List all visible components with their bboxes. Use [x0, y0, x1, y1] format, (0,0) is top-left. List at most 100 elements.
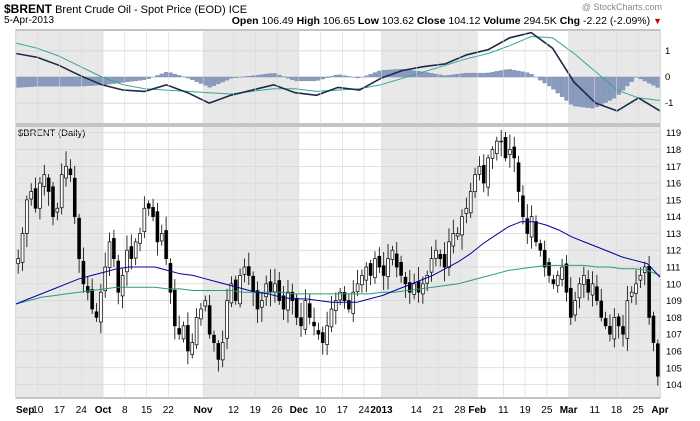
candle	[551, 274, 556, 289]
candle	[390, 245, 395, 266]
candle-body	[181, 325, 186, 340]
candle	[560, 258, 564, 287]
candle-body	[260, 300, 264, 308]
macd-histogram-bar	[177, 75, 182, 78]
price-tick-label: 118	[666, 145, 681, 156]
candle-body	[286, 291, 290, 311]
candle-body	[142, 207, 147, 232]
candle-body	[25, 199, 29, 234]
x-tick-label: 12	[228, 405, 240, 416]
candle-body	[312, 321, 316, 327]
macd-histogram-bar	[329, 76, 334, 78]
macd-histogram-bar	[342, 75, 347, 78]
candle	[381, 251, 386, 290]
symbol-label: $BRENT	[4, 2, 53, 16]
macd-histogram-bar	[377, 70, 382, 78]
candle	[386, 244, 390, 290]
candle	[103, 252, 107, 298]
candle-body	[386, 258, 390, 277]
macd-histogram-bar	[203, 76, 208, 86]
candle	[146, 200, 151, 216]
macd-histogram-bar	[468, 72, 473, 78]
candle	[603, 311, 608, 330]
candle-body	[46, 177, 51, 192]
price-tick-label: 107	[666, 330, 682, 341]
candle	[477, 156, 482, 181]
x-tick-label: Dec	[290, 405, 309, 416]
x-tick-label: 19	[250, 405, 262, 416]
macd-histogram-bar	[190, 76, 195, 80]
candle	[138, 227, 142, 252]
candle-body	[307, 303, 312, 318]
macd-histogram-bar	[298, 76, 304, 82]
candle	[116, 254, 121, 305]
macd-histogram-bar	[198, 76, 204, 84]
candle-body	[612, 317, 617, 340]
candle-body	[64, 165, 68, 179]
candle-body	[408, 282, 412, 293]
candle	[112, 229, 116, 268]
candle-body	[477, 165, 482, 175]
candle-body	[599, 300, 604, 318]
macd-histogram-bar	[185, 76, 190, 79]
candle-body	[316, 330, 321, 335]
macd-histogram-bar	[638, 76, 643, 80]
macd-histogram-bar	[303, 76, 308, 82]
candle-body	[199, 308, 203, 320]
candle	[634, 269, 638, 305]
macd-histogram-bar	[577, 76, 582, 107]
macd-tick-label: 1	[665, 46, 670, 57]
candle-body	[425, 275, 429, 284]
candle	[59, 163, 64, 215]
macd-histogram-bar	[451, 74, 456, 78]
candle-body	[638, 275, 643, 281]
price-tick-label: 114	[666, 212, 681, 223]
candle-body	[360, 275, 364, 286]
candle	[177, 315, 181, 340]
candle-body	[464, 207, 469, 214]
candle	[460, 209, 464, 250]
price-tick-label: 104	[666, 380, 682, 391]
candle-body	[656, 343, 660, 377]
candle	[190, 333, 195, 359]
macd-histogram-bar	[111, 76, 117, 84]
macd-histogram-bar	[385, 69, 391, 78]
candle	[194, 308, 199, 349]
candle	[155, 203, 160, 256]
candle	[499, 129, 503, 157]
candle-body	[207, 305, 212, 335]
candle-body	[390, 249, 395, 260]
candle-body	[403, 276, 408, 285]
candle-body	[381, 265, 386, 276]
price-tick-label: 109	[666, 296, 682, 307]
candle-body	[560, 266, 564, 280]
candle	[260, 291, 264, 322]
candle-body	[394, 253, 399, 268]
macd-histogram-bar	[142, 76, 147, 80]
macd-histogram-bar	[24, 76, 29, 88]
candle	[582, 266, 586, 299]
candle-body	[442, 254, 447, 268]
candle-body	[342, 292, 347, 301]
price-tick-label: 119	[666, 128, 681, 139]
x-tick-label: 17	[54, 405, 66, 416]
candle	[90, 278, 94, 314]
macd-histogram-bar	[555, 76, 560, 94]
candle-body	[451, 233, 456, 247]
macd-histogram-bar	[55, 76, 60, 87]
macd-histogram-bar	[346, 76, 351, 78]
candle	[325, 311, 329, 355]
macd-histogram-bar	[129, 76, 134, 82]
candle-body	[416, 281, 421, 293]
macd-line	[15, 31, 661, 112]
candle-body	[190, 342, 195, 355]
candle	[577, 277, 582, 309]
candle	[573, 291, 577, 322]
macd-histogram-bar	[559, 76, 565, 97]
macd-histogram-bar	[564, 76, 569, 101]
candle-body	[629, 291, 634, 297]
macd-histogram-bar	[220, 76, 225, 83]
macd-histogram-bar	[651, 76, 656, 86]
chg-label: Chg	[559, 15, 581, 27]
candle-body	[16, 258, 20, 265]
